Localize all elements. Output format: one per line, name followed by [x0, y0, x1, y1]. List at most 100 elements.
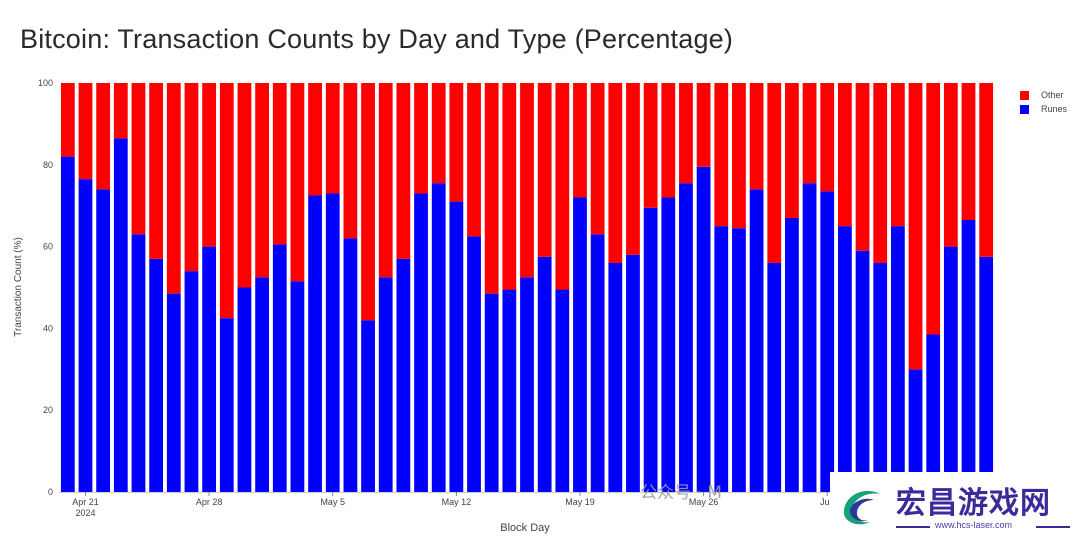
bar-other: [467, 83, 481, 237]
bar-other: [908, 83, 923, 370]
brand-underline-right: [1036, 526, 1070, 528]
bar-runes: [378, 277, 393, 492]
bar-runes: [290, 281, 305, 492]
y-tick-label: 20: [43, 405, 53, 415]
brand-url: www.hcs-laser.com: [935, 520, 1013, 530]
bar-other: [943, 83, 958, 247]
bar-runes: [732, 228, 746, 492]
bar-runes: [890, 226, 905, 492]
bar-runes: [237, 287, 252, 492]
bar-runes: [714, 226, 729, 492]
bar-runes: [219, 318, 234, 492]
bar-other: [113, 83, 128, 139]
y-tick-label: 0: [48, 487, 53, 497]
bar-other: [732, 83, 746, 229]
bar-runes: [113, 138, 128, 492]
bar-other: [484, 83, 499, 294]
bar-runes: [537, 256, 552, 492]
bar-other: [979, 83, 994, 257]
bar-runes: [749, 189, 764, 492]
legend-item-other[interactable]: Other: [1020, 88, 1067, 102]
bar-runes: [767, 262, 782, 492]
bar-other: [149, 83, 164, 259]
bar-other: [290, 83, 305, 282]
y-axis-title: Transaction Count (%): [13, 237, 24, 337]
bar-runes: [590, 234, 605, 492]
legend-swatch-runes: [1020, 104, 1029, 114]
chart-bars: [60, 83, 994, 493]
bar-other: [961, 83, 976, 221]
bar-runes: [184, 271, 199, 492]
bar-runes: [926, 334, 941, 492]
bar-runes: [573, 197, 587, 492]
bar-runes: [520, 277, 534, 492]
bar-other: [431, 83, 446, 184]
bar-runes: [855, 250, 870, 492]
bar-runes: [961, 220, 976, 492]
bar-other: [714, 83, 729, 227]
bar-other: [926, 83, 941, 335]
brand-logo-icon: [843, 490, 880, 525]
x-tick-label: May 12: [442, 497, 472, 507]
bar-runes: [873, 262, 888, 492]
x-tick-sublabel: 2024: [75, 508, 95, 518]
bar-other: [237, 83, 252, 288]
bar-runes: [838, 226, 852, 492]
legend-item-runes[interactable]: Runes: [1020, 102, 1067, 116]
bar-other: [838, 83, 852, 227]
bar-other: [96, 83, 111, 190]
bar-runes: [343, 238, 358, 492]
x-tick-label: May 26: [689, 497, 719, 507]
bar-other: [78, 83, 93, 180]
x-tick-label: Jun: [820, 497, 835, 507]
bar-runes: [96, 189, 111, 492]
bar-other: [502, 83, 517, 290]
bar-other: [890, 83, 905, 227]
bar-other: [202, 83, 217, 247]
bar-runes: [908, 369, 923, 492]
brand-underline-left: [896, 526, 930, 528]
bar-other: [573, 83, 587, 198]
legend[interactable]: Other Runes: [1020, 88, 1067, 116]
chart-title: Bitcoin: Transaction Counts by Day and T…: [20, 24, 734, 54]
x-tick-label: Apr 28: [196, 497, 223, 507]
bar-other: [555, 83, 570, 290]
bar-other: [520, 83, 534, 278]
bar-runes: [626, 254, 640, 492]
bar-other: [590, 83, 605, 235]
bar-other: [679, 83, 693, 184]
bar-runes: [467, 236, 481, 493]
bar-runes: [643, 207, 658, 492]
x-tick-label: May 19: [565, 497, 595, 507]
bar-runes: [785, 217, 799, 492]
bar-runes: [325, 193, 340, 492]
bar-other: [343, 83, 358, 239]
bar-runes: [202, 246, 217, 492]
brand-name: 宏昌游戏网: [896, 486, 1051, 521]
bar-runes: [272, 244, 287, 492]
bar-runes: [396, 258, 411, 492]
bar-runes: [414, 193, 428, 492]
bar-runes: [696, 166, 711, 492]
bar-runes: [820, 191, 835, 492]
y-tick-label: 60: [43, 242, 53, 252]
bar-other: [820, 83, 835, 192]
bar-other: [537, 83, 552, 257]
bar-runes: [555, 289, 570, 492]
bar-other: [785, 83, 799, 218]
legend-label-runes: Runes: [1041, 104, 1068, 114]
bar-other: [855, 83, 870, 251]
bar-runes: [943, 246, 958, 492]
bar-runes: [979, 256, 994, 492]
legend-label-other: Other: [1041, 90, 1064, 100]
bar-other: [626, 83, 640, 255]
bar-other: [131, 83, 146, 235]
x-tick-label: Apr 21: [72, 497, 99, 507]
bar-other: [873, 83, 888, 263]
x-tick-label: May 5: [320, 497, 345, 507]
x-axis-title: Block Day: [500, 522, 550, 534]
bar-other: [184, 83, 199, 272]
bar-runes: [484, 293, 499, 492]
bar-runes: [255, 277, 269, 492]
